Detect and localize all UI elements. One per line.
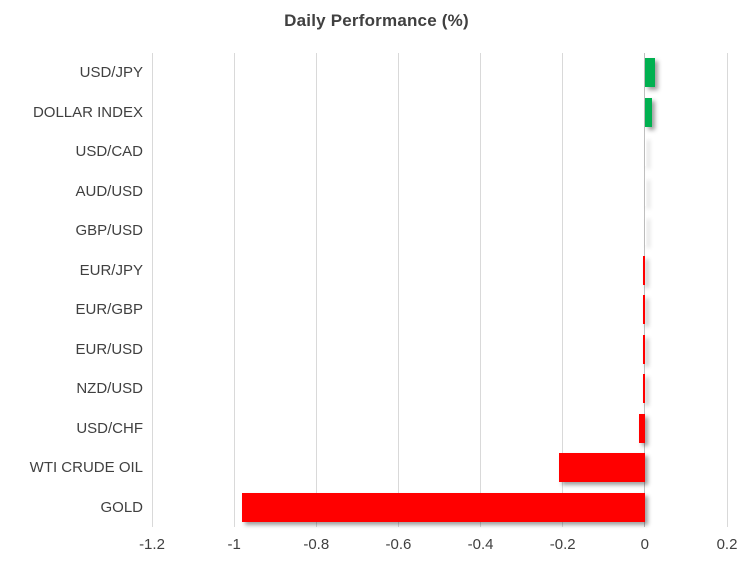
category-label-wti-crude-oil: WTI CRUDE OIL	[29, 459, 143, 476]
bar-wti-crude-oil	[558, 453, 645, 483]
category-label-eur-jpy: EUR/JPY	[79, 261, 143, 279]
category-label-gbp-usd: GBP/USD	[75, 222, 143, 239]
category-label-usd-jpy: USD/JPY	[79, 64, 143, 81]
x-tick-label: 0	[640, 536, 650, 553]
x-tick-label: 0.2	[716, 536, 738, 553]
category-label-nzd-usd: NZD/USD	[76, 380, 143, 397]
bar-eur-usd	[642, 334, 645, 364]
x-tick-label: -0.8	[303, 536, 330, 553]
bar-eur-gbp	[642, 295, 645, 325]
x-tick-label: -1.2	[139, 536, 165, 553]
bar-dollar-index	[644, 97, 652, 127]
bar-gold	[242, 492, 645, 522]
x-gridline	[726, 53, 728, 527]
zero-axis-line	[644, 53, 646, 527]
category-label-usd-chf: USD/CHF	[76, 419, 143, 437]
x-gridline	[562, 53, 564, 527]
bar-gbp-usd	[645, 216, 646, 245]
x-tick-label: -0.6	[385, 536, 412, 553]
x-gridline	[397, 53, 399, 527]
bar-nzd-usd	[642, 374, 645, 404]
x-tick-label: -0.4	[467, 536, 494, 553]
category-label-eur-gbp: EUR/GBP	[75, 301, 143, 318]
category-label-usd-cad: USD/CAD	[75, 143, 143, 160]
x-tick-label: -1	[227, 536, 241, 553]
x-gridline	[233, 53, 235, 527]
bar-eur-jpy	[642, 255, 645, 285]
category-label-aud-usd: AUD/USD	[75, 182, 143, 200]
bar-usd-cad	[645, 137, 646, 166]
x-gridline	[315, 53, 317, 527]
category-label-gold: GOLD	[100, 498, 143, 516]
category-label-dollar-index: DOLLAR INDEX	[32, 103, 143, 121]
x-tick-label: -0.2	[549, 536, 576, 553]
x-gridline	[151, 53, 153, 527]
bar-aud-usd	[645, 177, 646, 206]
category-label-eur-usd: EUR/USD	[75, 340, 143, 358]
bar-usd-chf	[638, 413, 645, 443]
x-gridline	[480, 53, 482, 527]
bar-usd-jpy	[644, 58, 655, 88]
chart-title: Daily Performance (%)	[284, 11, 469, 30]
